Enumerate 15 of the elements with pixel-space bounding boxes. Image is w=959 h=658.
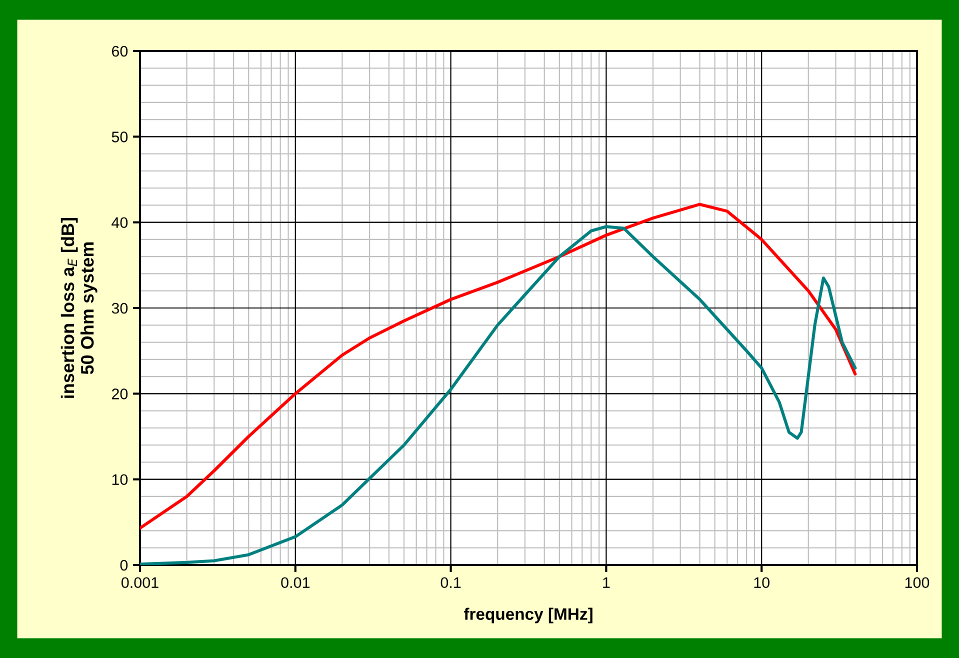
- y-tick-label: 40: [112, 217, 128, 228]
- x-tick-label: 100: [905, 577, 930, 588]
- x-axis-title: frequency [MHz]: [464, 608, 592, 624]
- y-tick-label: 50: [112, 132, 128, 142]
- x-tick-label: 1: [603, 577, 610, 588]
- y-tick-label: 20: [112, 388, 128, 400]
- x-tick-label: 0.1: [440, 577, 461, 588]
- y-tick-label: 30: [112, 302, 128, 314]
- y-tick-label: 60: [112, 46, 128, 57]
- x-tick-label: 10: [754, 577, 770, 588]
- y-tick-label: 10: [112, 474, 128, 486]
- y-axis-title: insertion loss a$_{E}$ [dB] 50 Ohm system: [60, 218, 98, 398]
- y-tick-label: 0: [120, 560, 128, 571]
- x-tick-label: 0.001: [121, 577, 158, 588]
- x-tick-label: 0.01: [281, 577, 310, 588]
